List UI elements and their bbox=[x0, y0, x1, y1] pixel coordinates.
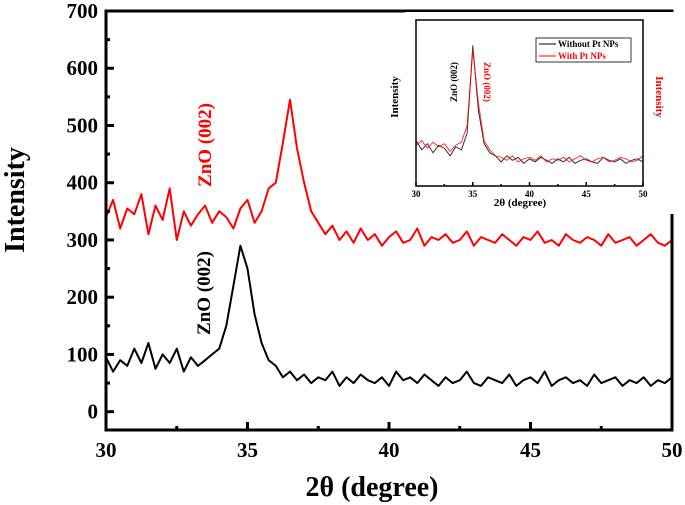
x-tick-label: 35 bbox=[237, 438, 258, 462]
series-line-0 bbox=[105, 98, 673, 247]
y-axis-label: Intensity bbox=[0, 147, 31, 253]
inset-x-label: 2θ (degree) bbox=[494, 197, 547, 209]
inset-annotation-red: ZnO (002) bbox=[482, 62, 492, 102]
inset-plot: 30 35 40 45 50 bbox=[412, 19, 649, 199]
x-tick-label: 50 bbox=[639, 189, 649, 199]
y-tick-label: 500 bbox=[67, 113, 99, 137]
y-tick-label: 600 bbox=[67, 56, 99, 80]
y-tick-label: 0 bbox=[88, 400, 99, 424]
x-tick-label: 35 bbox=[468, 189, 478, 199]
legend-box bbox=[535, 37, 632, 63]
y-tick-label: 700 bbox=[67, 0, 99, 23]
inset-y-label-left: Intensity bbox=[389, 76, 401, 118]
inset-chart: 30 35 40 45 50 Intensity Intensity 2θ (degre… bbox=[389, 12, 677, 214]
x-tick-label: 30 bbox=[412, 189, 422, 199]
x-tick-label: 30 bbox=[96, 438, 117, 462]
x-tick-label: 45 bbox=[582, 189, 592, 199]
inset-y-label-right: Intensity bbox=[653, 76, 665, 118]
inset-annotation-black: ZnO (002) bbox=[449, 62, 459, 102]
annotation-red-zno002: ZnO (002) bbox=[195, 103, 216, 187]
inset-legend: Without Pt NPs With Pt NPs bbox=[535, 37, 632, 63]
legend-label-without: Without Pt NPs bbox=[558, 39, 619, 49]
x-tick-label: 40 bbox=[379, 438, 400, 462]
y-tick-label: 300 bbox=[67, 228, 99, 252]
y-tick-label: 200 bbox=[67, 285, 99, 309]
series-line-1 bbox=[415, 49, 644, 163]
legend-label-with: With Pt NPs bbox=[558, 51, 606, 61]
series-line-1 bbox=[105, 244, 673, 387]
x-tick-label: 40 bbox=[525, 189, 535, 199]
x-tick-label: 50 bbox=[662, 438, 683, 462]
x-axis-label: 2θ (degree) bbox=[305, 472, 438, 503]
x-tick-label: 45 bbox=[520, 438, 541, 462]
y-tick-label: 100 bbox=[67, 342, 99, 366]
annotation-black-zno002: ZnO (002) bbox=[194, 251, 215, 335]
y-tick-label: 400 bbox=[67, 171, 99, 195]
